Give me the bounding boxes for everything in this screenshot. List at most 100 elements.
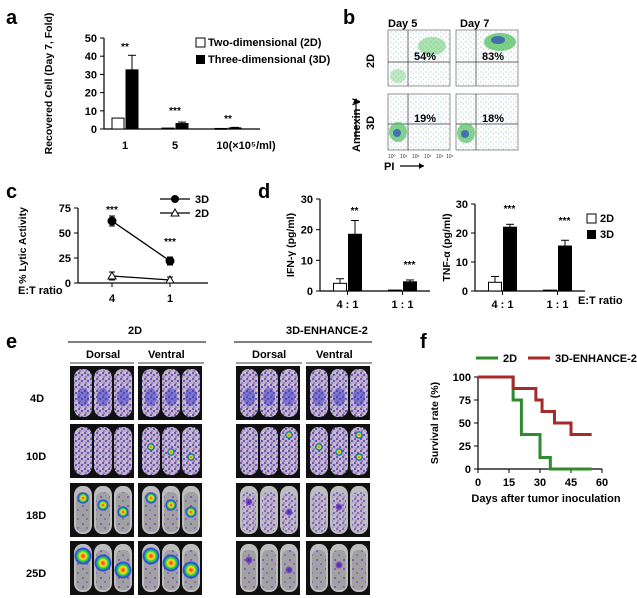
group-label-3d: 3D-ENHANCE-2 [286,325,368,337]
chart-a-ytick-label: 50 [85,33,97,45]
percent-3d-day7: 18% [482,113,504,125]
flow-tick-labels: 10⁰ 10¹ 10² 10³ 10⁴ 10⁵ [388,154,454,160]
chart-c-point-3d-1 [165,256,175,266]
chart-d-left-xtick-label-0: 4 : 1 [336,299,358,311]
flow-xtick-3: 10³ [424,154,432,160]
legend-d-3d: 3D [600,229,614,241]
hotspot-c1-r1-m1 [167,448,175,456]
group-label-2d: 2D [128,325,142,337]
legend-a: Two-dimensional (2D) Three-dimensional (… [195,37,331,66]
chart-c-ytick-label: 75 [59,203,71,215]
legend-c-2d: 2D [195,208,209,220]
hotspot-c3-r1-m1 [335,448,343,456]
chart-c-line-3D [111,220,171,262]
chart-d-left: 0 10 20 30 IFN-γ (pg/ml) 4 : 1 ** 1 : 1 *** [285,194,430,311]
chart-a-xtick-label-1: 5 [172,140,178,152]
legend-label-3d: Three-dimensional (3D) [208,54,331,66]
legend-marker-2d [170,207,180,217]
chart-f: 0 25 50 75 100 Survival rate (%) 0 15 30 45 60 Days… [429,372,621,505]
chart-d-left-bar-2D-1 [388,289,402,292]
chart-f-xlabel: Days after tumor inoculation [471,493,620,505]
hotspot-c0-r2-m2 [117,506,129,518]
x-axis-pi: PI [384,161,394,173]
legend-c: 3D 2D [160,194,209,220]
row-label-2d: 2D [365,54,377,68]
chart-a-ytick-label: 10 [85,106,97,118]
day-label-10d: 10D [26,451,46,463]
mouse-image-tiles [70,366,370,595]
chart-f-ytick-label: 75 [459,395,471,407]
chart-d-right-ytick-label: 0 [462,286,468,298]
view-label-dorsal-3d: Dorsal [252,349,286,361]
row-label-3d: 3D [365,116,377,130]
mouse-c0-r1-m1 [94,427,112,475]
et-ratio-label-c: E:T ratio [18,285,63,297]
col-label-day5: Day 5 [388,18,417,30]
view-label-dorsal-2d: Dorsal [86,349,120,361]
mouse-signal-c3-r3-m1 [332,550,346,590]
mouse-signal-c3-r3-m0 [312,550,326,590]
chart-c-xtick-label-0: 4 [109,293,116,305]
chart-a-bar-0-2 [214,127,228,130]
chart-a-bar-0-1 [161,127,175,130]
mouse-c2-r1-m0 [240,427,258,475]
bodyglow-c2-r0-m1 [263,388,275,406]
mouse-signal-c3-r2-m1 [332,492,346,532]
chart-f-ytick-label: 50 [459,418,471,430]
flow-cytometry: Day 5 Day 7 2D 3D Annexin V PI 54% 83% [351,18,519,173]
panel-letter-e: e [6,331,17,353]
hotspot-c2-r2-m2 [285,508,293,516]
percent-2d-day7: 83% [482,51,504,63]
legend-swatch-2d [195,37,206,48]
flow-xtick-5: 10⁵ [446,154,454,160]
chart-f-xtick-label-4: 60 [596,477,608,489]
bodyglow-c0-r0-m1 [97,388,109,406]
chart-d-right-bar-2D-0 [488,281,502,292]
legend-f: 2D 3D-ENHANCE-2 [476,353,637,365]
chart-c-sig-1: *** [164,237,176,248]
chart-a-xtick-label-2: 10(×10⁵/ml) [216,140,276,152]
hotspot-c3-r1-m0 [315,443,323,451]
hotspot-c1-r3-m0 [142,547,160,565]
chart-f-ytick-label: 100 [453,372,471,384]
hotspot-c1-r3-m2 [182,561,200,579]
chart-d-left-ytick-label: 10 [301,255,313,267]
legend-d-swatch-3d [587,230,596,239]
chart-f-ytick-label: 0 [465,464,471,476]
hotspot-c3-r1-m2 [355,453,363,461]
legend-f-2d: 2D [503,353,517,365]
mouse-signal-c2-r3-m1 [262,550,276,590]
hotspot-c0-r2-m1 [97,499,109,511]
chart-a-ytick-label: 0 [91,124,97,136]
hotspot-c2-r3-m0 [245,556,253,564]
chart-a-xtick-label-0: 1 [122,140,128,152]
chart-d-left-ytick-label: 0 [307,286,313,298]
chart-c-ytick-label: 50 [59,228,71,240]
bodyglow-c3-r0-m0 [313,388,325,406]
bodyglow-c1-r0-m2 [185,388,197,406]
chart-a-ytick-label: 30 [85,69,97,81]
chart-c-point-2d-0 [107,270,117,280]
chart-a-ytick-label: 20 [85,88,97,100]
chart-d-left-sig-0: ** [351,206,359,217]
mouse-c2-r1-m2 [280,427,298,475]
view-label-ventral-2d: Ventral [148,349,185,361]
chart-d-left-bar-2D-0 [333,282,347,292]
flow-xtick-0: 10⁰ [388,154,396,160]
chart-d-right-sig-0: *** [504,204,516,215]
hotspot-c0-r3-m1 [94,554,112,572]
hotspot-c2-r1-m2 [285,431,293,439]
legend-label-2d: Two-dimensional (2D) [208,37,322,49]
legend-c-3d: 3D [195,194,209,206]
chart-c-sig-0: *** [106,205,118,216]
chart-d-left-sig-1: *** [404,260,416,271]
legend-marker-3d [171,195,179,203]
hotspot-c2-r2-m0 [245,498,253,506]
mouse-signal-c0-r2-m1 [96,492,110,532]
mouse-c1-r1-m2 [182,427,200,475]
chart-f-xtick-label-3: 45 [565,477,577,489]
chart-a-ylabel: Recovered Cell (Day 7, Fold) [43,13,55,155]
chart-d-left-bar-3D-1 [403,281,417,292]
chart-d-left-ylabel: IFN-γ (pg/ml) [285,213,297,277]
chart-f-xtick-label-1: 15 [503,477,515,489]
